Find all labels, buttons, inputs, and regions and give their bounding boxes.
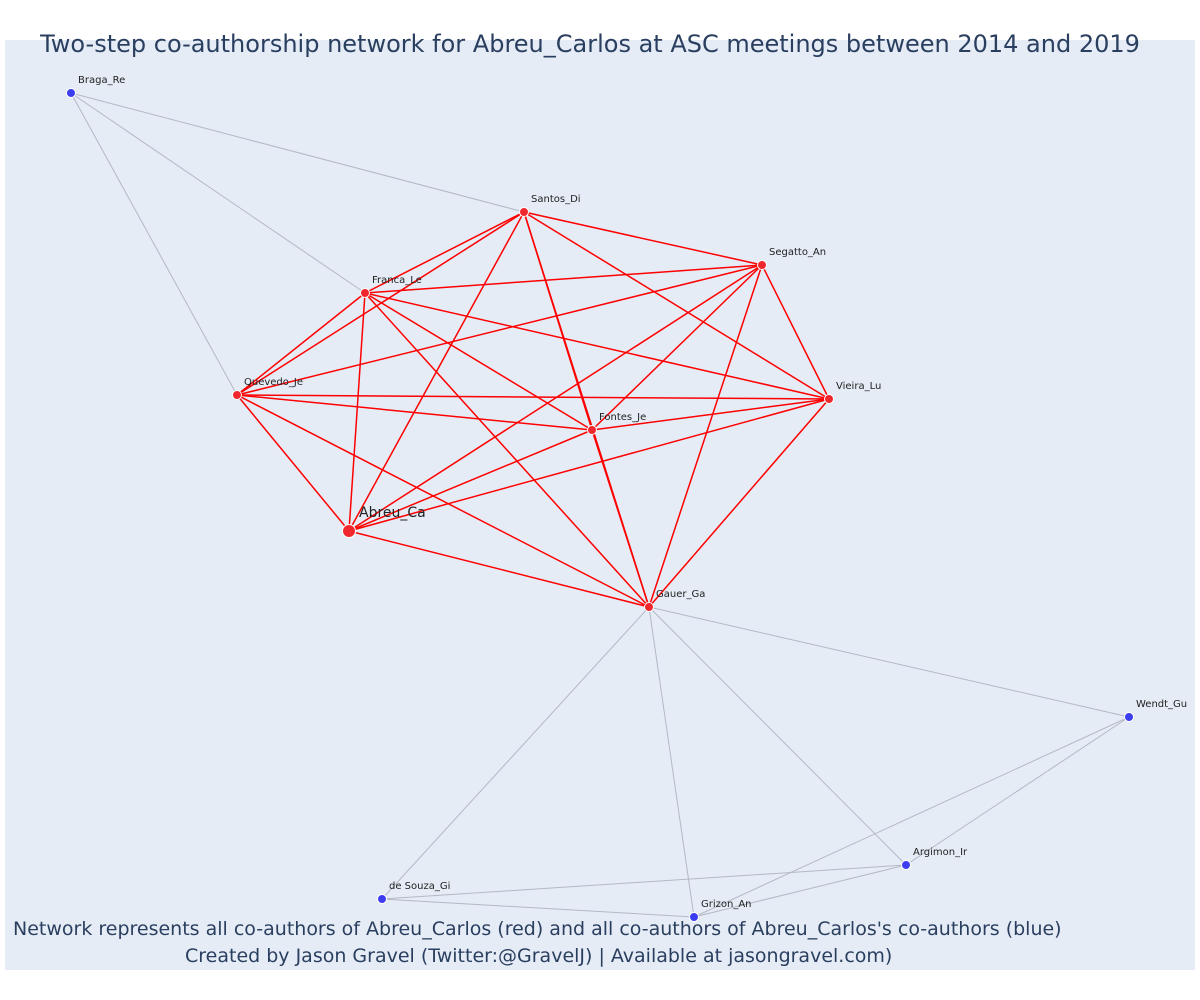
node-label-Wendt_Gu: Wendt_Gu <box>1136 699 1187 710</box>
edge-Gauer_Ga-Grizon_An <box>648 606 695 918</box>
node-Santos_Di[interactable] <box>519 207 529 217</box>
node-Segatto_An[interactable] <box>757 260 767 270</box>
node-label-Segatto_An: Segatto_An <box>769 247 826 258</box>
node-Grizon_An[interactable] <box>689 912 699 922</box>
edge-Segatto_An-Gauer_Ga <box>648 264 763 608</box>
edge-Vieira_Lu-Gauer_Ga <box>648 398 830 608</box>
node-Braga_Re[interactable] <box>66 88 76 98</box>
edge-Gauer_Ga-Wendt_Gu <box>648 606 1130 718</box>
edge-Santos_Di-Vieira_Lu <box>523 211 830 400</box>
edge-Argimon_Ir-de_Souza_Gi <box>381 864 907 900</box>
edge-de_Souza_Gi-Grizon_An <box>381 898 695 918</box>
edge-Franca_Le-Gauer_Ga <box>364 292 650 608</box>
edge-Gauer_Ga-de_Souza_Gi <box>381 606 650 900</box>
node-Gauer_Ga[interactable] <box>644 602 654 612</box>
node-Fontes_Je[interactable] <box>587 425 597 435</box>
edge-Argimon_Ir-Grizon_An <box>693 864 907 918</box>
edge-Franca_Le-Fontes_Je <box>364 292 593 431</box>
node-de_Souza_Gi[interactable] <box>377 894 387 904</box>
node-label-Gauer_Ga: Gauer_Ga <box>656 589 705 600</box>
node-Argimon_Ir[interactable] <box>901 860 911 870</box>
plot-area <box>5 40 1195 970</box>
node-label-Santos_Di: Santos_Di <box>531 194 581 205</box>
node-Vieira_Lu[interactable] <box>824 394 834 404</box>
edge-Franca_Le-Quevedo_Je <box>236 292 366 396</box>
node-label-de_Souza_Gi: de Souza_Gi <box>389 881 450 892</box>
edge-Fontes_Je-Gauer_Ga <box>591 429 650 608</box>
edge-Abreu_Ca-Franca_Le <box>348 292 366 532</box>
node-Quevedo_Je[interactable] <box>232 390 242 400</box>
edges <box>70 92 1130 918</box>
edge-Abreu_Ca-Fontes_Je <box>348 429 593 532</box>
edge-Segatto_An-Vieira_Lu <box>761 264 830 400</box>
edge-Quevedo_Je-Vieira_Lu <box>236 394 830 400</box>
edge-Vieira_Lu-Fontes_Je <box>591 398 830 431</box>
edge-Gauer_Ga-Argimon_Ir <box>648 606 907 866</box>
edge-Abreu_Ca-Quevedo_Je <box>236 394 350 532</box>
edge-Braga_Re-Quevedo_Je <box>70 92 238 396</box>
edge-Santos_Di-Segatto_An <box>523 211 763 266</box>
node-Abreu_Ca[interactable] <box>342 524 356 538</box>
edge-Wendt_Gu-Argimon_Ir <box>905 716 1130 866</box>
node-Franca_Le[interactable] <box>360 288 370 298</box>
edge-Abreu_Ca-Segatto_An <box>348 264 763 532</box>
footer-credit: Created by Jason Gravel (Twitter:@Gravel… <box>185 945 893 967</box>
nodes: Abreu_Ca Santos_Di Segatto_An Franca_Le Quev… <box>66 75 1187 922</box>
edge-Wendt_Gu-Grizon_An <box>693 716 1130 918</box>
footer-description: Network represents all co-authors of Abr… <box>13 918 1062 940</box>
edge-Santos_Di-Quevedo_Je <box>236 211 525 396</box>
edge-Segatto_An-Quevedo_Je <box>236 264 763 396</box>
node-label-Vieira_Lu: Vieira_Lu <box>836 381 881 392</box>
chart-title: Two-step co-authorship network for Abreu… <box>40 30 1140 58</box>
node-label-Argimon_Ir: Argimon_Ir <box>913 847 968 858</box>
node-Wendt_Gu[interactable] <box>1124 712 1134 722</box>
edge-Braga_Re-Franca_Le <box>70 92 366 294</box>
edge-Abreu_Ca-Vieira_Lu <box>348 398 830 532</box>
edge-Segatto_An-Franca_Le <box>364 264 763 294</box>
node-label-Grizon_An: Grizon_An <box>701 899 752 910</box>
node-label-Braga_Re: Braga_Re <box>78 75 125 86</box>
edge-Quevedo_Je-Fontes_Je <box>236 394 593 431</box>
node-label-Fontes_Je: Fontes_Je <box>599 412 646 423</box>
node-label-Abreu_Ca: Abreu_Ca <box>359 505 426 521</box>
node-label-Quevedo_Je: Quevedo_Je <box>244 377 303 388</box>
edge-Braga_Re-Santos_Di <box>70 92 525 213</box>
edge-Quevedo_Je-Gauer_Ga <box>236 394 650 608</box>
node-label-Franca_Le: Franca_Le <box>372 275 422 286</box>
edge-Santos_Di-Franca_Le <box>364 211 525 294</box>
edge-Franca_Le-Vieira_Lu <box>364 292 830 400</box>
edge-Abreu_Ca-Gauer_Ga <box>348 530 650 608</box>
edge-Segatto_An-Fontes_Je <box>591 264 763 431</box>
